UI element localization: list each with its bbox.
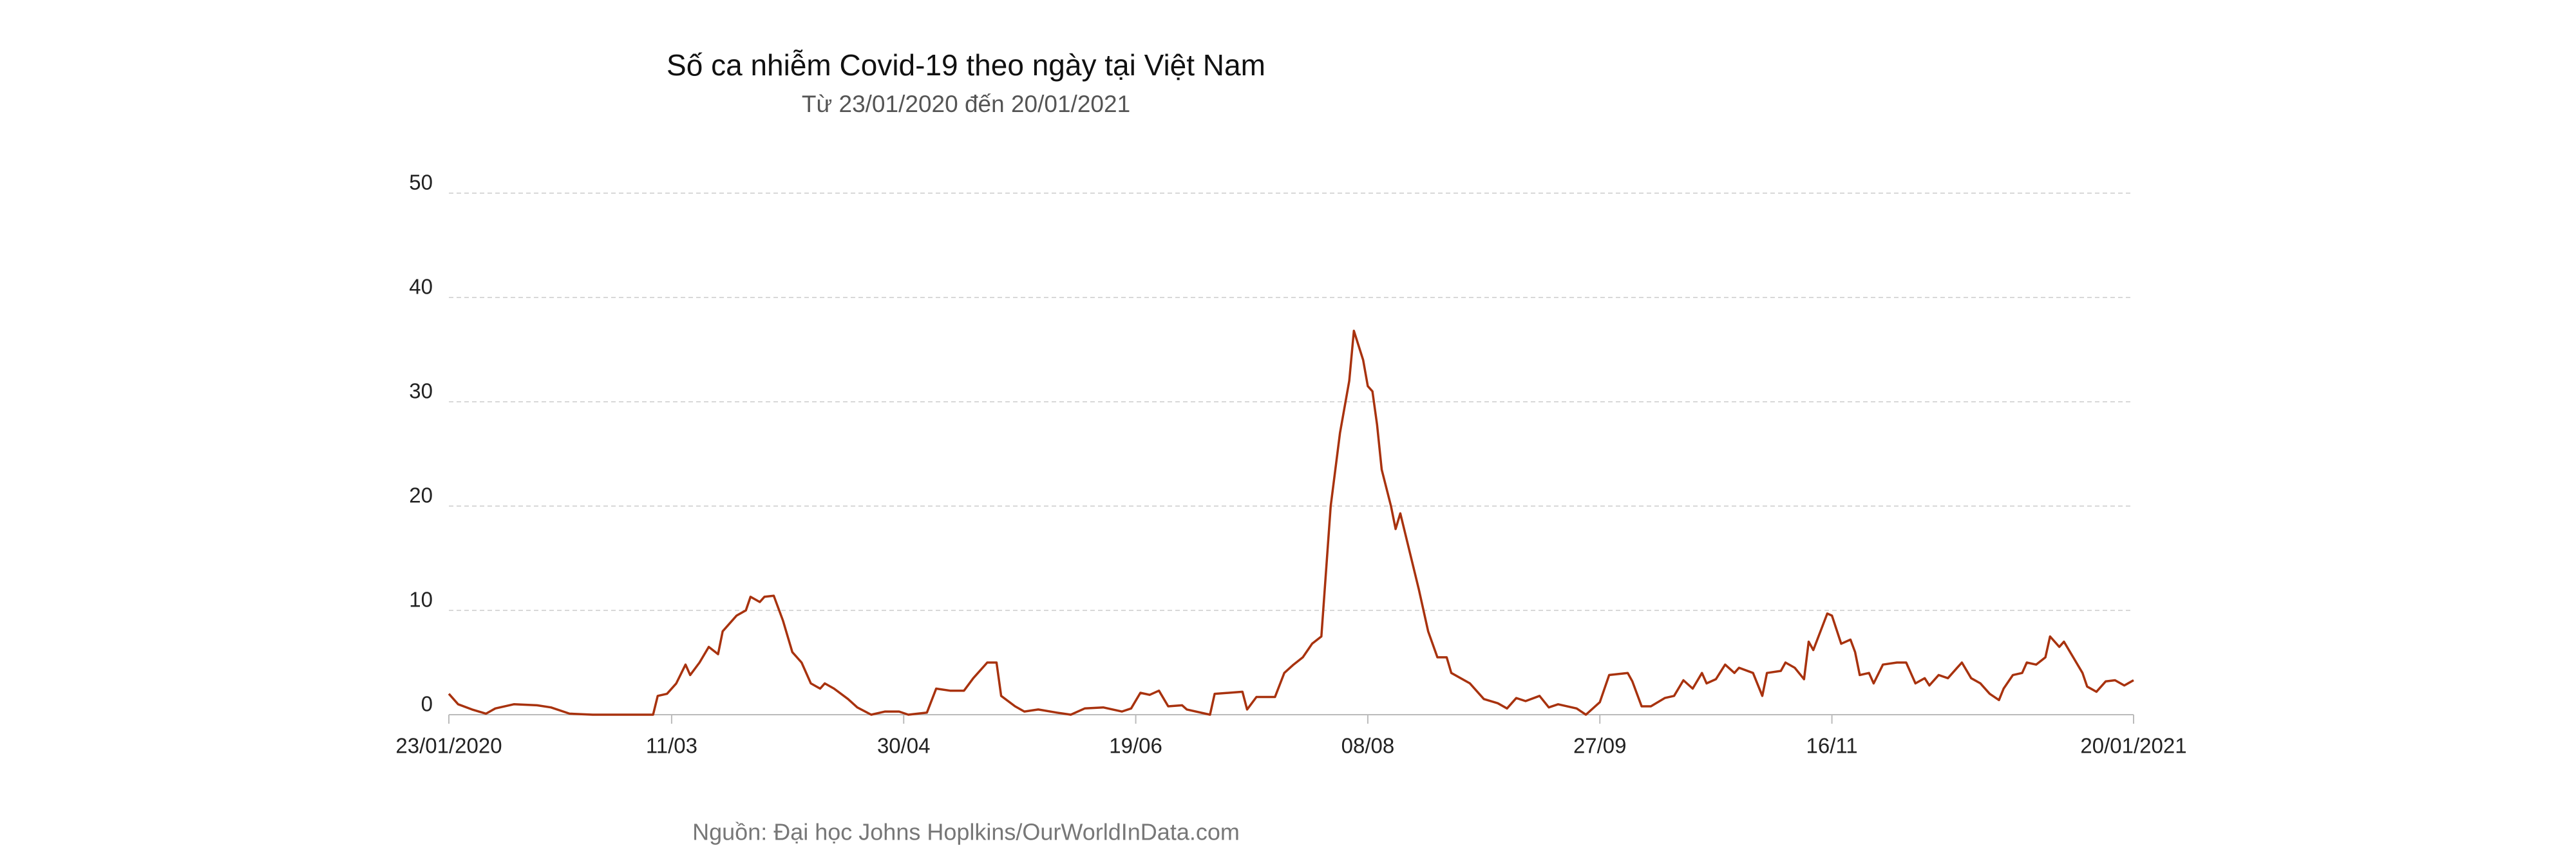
x-tick-label: 23/01/2020 (395, 734, 502, 758)
x-tick-label: 20/01/2021 (2080, 734, 2186, 758)
x-tick-label: 08/08 (1341, 734, 1395, 758)
x-tick-label: 27/09 (1573, 734, 1627, 758)
y-tick-label: 30 (409, 379, 433, 403)
chart-title: Số ca nhiễm Covid-19 theo ngày tại Việt … (667, 48, 1265, 82)
x-tick-label: 19/06 (1109, 734, 1162, 758)
x-tick-label: 30/04 (877, 734, 931, 758)
data-line (448, 330, 2134, 716)
y-tick-label: 20 (409, 484, 433, 507)
y-tick-label: 40 (409, 275, 433, 299)
x-tick-label: 11/03 (646, 734, 697, 758)
chart-subtitle: Từ 23/01/2020 đến 20/01/2021 (802, 91, 1130, 117)
y-tick-label: 0 (421, 692, 433, 716)
y-tick-label: 50 (409, 171, 433, 194)
y-tick-label: 10 (409, 588, 433, 612)
x-tick-label: 16/11 (1806, 734, 1858, 758)
source-note: Nguồn: Đại học Johns Hoplkins/OurWorldIn… (692, 819, 1240, 845)
